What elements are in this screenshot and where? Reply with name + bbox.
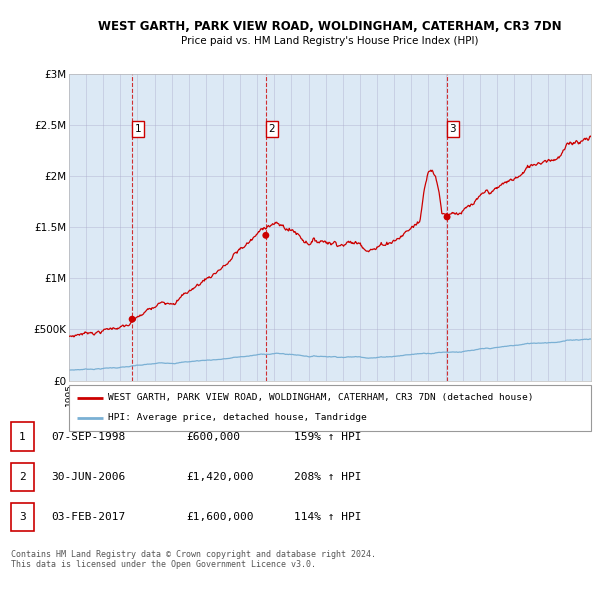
Text: 03-FEB-2017: 03-FEB-2017	[51, 512, 125, 522]
Text: WEST GARTH, PARK VIEW ROAD, WOLDINGHAM, CATERHAM, CR3 7DN (detached house): WEST GARTH, PARK VIEW ROAD, WOLDINGHAM, …	[108, 393, 533, 402]
Text: 3: 3	[19, 512, 26, 522]
Point	[261, 231, 271, 240]
Text: Contains HM Land Registry data © Crown copyright and database right 2024.
This d: Contains HM Land Registry data © Crown c…	[11, 550, 376, 569]
Text: 2: 2	[268, 124, 275, 134]
Point	[127, 314, 137, 324]
Text: £1,420,000: £1,420,000	[186, 472, 254, 481]
Text: 07-SEP-1998: 07-SEP-1998	[51, 432, 125, 441]
Text: HPI: Average price, detached house, Tandridge: HPI: Average price, detached house, Tand…	[108, 414, 367, 422]
Text: WEST GARTH, PARK VIEW ROAD, WOLDINGHAM, CATERHAM, CR3 7DN: WEST GARTH, PARK VIEW ROAD, WOLDINGHAM, …	[98, 20, 562, 33]
Text: 159% ↑ HPI: 159% ↑ HPI	[294, 432, 361, 441]
Text: 3: 3	[449, 124, 456, 134]
Point	[442, 212, 452, 222]
Text: 1: 1	[19, 432, 26, 441]
Text: 208% ↑ HPI: 208% ↑ HPI	[294, 472, 361, 481]
Text: 30-JUN-2006: 30-JUN-2006	[51, 472, 125, 481]
Text: Price paid vs. HM Land Registry's House Price Index (HPI): Price paid vs. HM Land Registry's House …	[181, 37, 479, 46]
Text: £1,600,000: £1,600,000	[186, 512, 254, 522]
Text: £600,000: £600,000	[186, 432, 240, 441]
Text: 1: 1	[135, 124, 142, 134]
FancyBboxPatch shape	[69, 385, 591, 431]
Text: 2: 2	[19, 472, 26, 481]
Text: 114% ↑ HPI: 114% ↑ HPI	[294, 512, 361, 522]
